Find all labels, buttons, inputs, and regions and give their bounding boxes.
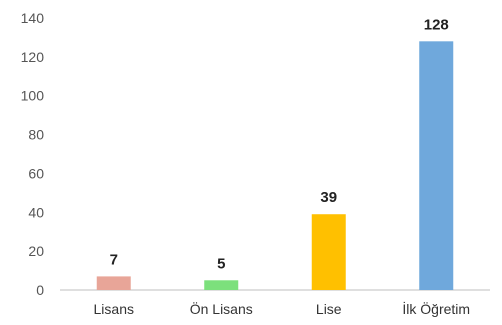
y-tick-label: 120 (21, 49, 45, 65)
y-tick-label: 100 (21, 88, 45, 104)
data-label: 7 (110, 251, 118, 268)
y-tick-label: 20 (28, 243, 44, 259)
x-category-label: Lisans (94, 301, 134, 317)
x-category-label: Lise (316, 301, 342, 317)
y-tick-label: 140 (21, 10, 45, 26)
x-category-label: Ön Lisans (190, 300, 253, 317)
y-tick-label: 0 (36, 282, 44, 298)
data-labels-group: 7 5 39 128 (110, 16, 449, 272)
bar (96, 276, 131, 290)
y-tick-label: 40 (28, 204, 44, 220)
y-tick-label: 80 (28, 127, 44, 143)
data-label: 39 (320, 189, 337, 206)
bar (419, 41, 454, 290)
x-axis-categories: Lisans Ön Lisans Lise İlk Öğretim (94, 300, 471, 317)
y-axis-ticks: 0 20 40 60 80 100 120 140 (21, 10, 45, 298)
data-label: 128 (424, 16, 449, 33)
bars-group (96, 41, 454, 290)
bar (311, 214, 346, 290)
data-label: 5 (217, 255, 225, 272)
bar (204, 280, 239, 290)
x-category-label: İlk Öğretim (402, 300, 470, 317)
y-tick-label: 60 (28, 165, 44, 181)
